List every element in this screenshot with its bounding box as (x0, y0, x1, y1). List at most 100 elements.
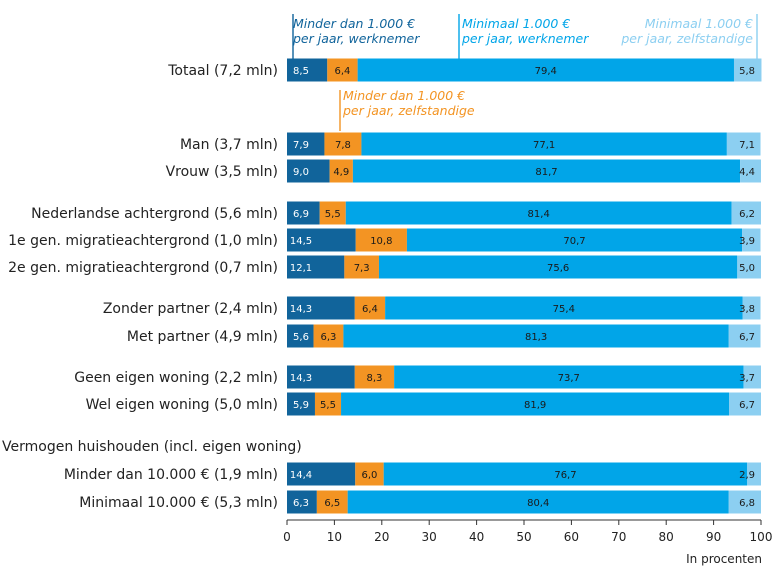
category-label: Vrouw (3,5 mln) (166, 164, 278, 180)
bar-row-man-3-7-mln: Man (3,7 mln) 7,9 7,8 77,1 7,1 (180, 132, 761, 156)
bar-row-2e-gen-migratieachtergrond-0-7-mln: 2e gen. migratieachtergrond (0,7 mln) 12,… (8, 255, 761, 279)
x-tick-label: 60 (564, 530, 579, 544)
bar-segment-3-nederlandse-achtergrond-5-6-mln (345, 201, 732, 225)
legend-label: per jaar, zelfstandige (620, 31, 753, 46)
data-label: 6,5 (324, 498, 340, 509)
legend-entry-1: Minder dan 1.000 €per jaar, werknemer (292, 14, 420, 59)
x-tick-label: 80 (659, 530, 674, 544)
legend-label: Minder dan 1.000 € (343, 88, 465, 103)
bar-segment-1-man-3-7-mln (287, 132, 325, 156)
data-label: 77,1 (533, 140, 555, 151)
x-tick-label: 30 (422, 530, 437, 544)
data-label: 8,3 (366, 373, 382, 384)
data-label: 6,4 (335, 66, 351, 77)
bar-segment-1-wel-eigen-woning-5-0-mln (287, 392, 315, 416)
data-label: 6,4 (362, 304, 378, 315)
bar-row-nederlandse-achtergrond-5-6-mln: Nederlandse achtergrond (5,6 mln) 6,9 5,5 8… (31, 201, 761, 225)
x-tick-label: 0 (283, 530, 291, 544)
category-label: Totaal (7,2 mln) (167, 63, 278, 79)
bar-row-wel-eigen-woning-5-0-mln: Wel eigen woning (5,0 mln) 5,9 5,5 81,9 6,7 (86, 392, 761, 416)
data-label: 6,8 (739, 498, 755, 509)
bar-segment-3-minimaal-10-000-5-3-mln (347, 490, 729, 514)
data-label: 6,9 (293, 209, 309, 220)
bar-segment-2-vrouw-3-5-mln (329, 159, 353, 183)
category-label: Wel eigen woning (5,0 mln) (86, 397, 278, 413)
bar-segment-3-vrouw-3-5-mln (352, 159, 741, 183)
x-tick-label: 70 (611, 530, 626, 544)
bar-segment-4-man-3-7-mln (726, 132, 761, 156)
x-axis: 0 10 20 30 40 50 60 70 80 90 100 (283, 519, 773, 544)
data-label: 81,7 (535, 167, 557, 178)
bar-segment-4-vrouw-3-5-mln (740, 159, 761, 183)
legend-label: Minder dan 1.000 € (293, 16, 415, 31)
data-label: 4,9 (333, 167, 349, 178)
bar-segment-1-1e-gen-migratieachtergrond-1-0-mln (287, 228, 356, 252)
data-label: 6,7 (739, 332, 755, 343)
category-label: Geen eigen woning (2,2 mln) (74, 370, 278, 386)
bar-segment-4-met-partner-4-9-mln (728, 324, 761, 348)
chart-rows: Totaal (7,2 mln) 8,5 6,4 79,4 5,8 Man (3,7 ml… (8, 58, 762, 514)
bar-row-zonder-partner-2-4-mln: Zonder partner (2,4 mln) 14,3 6,4 75,4 3,8 (103, 296, 761, 320)
data-label: 14,5 (290, 236, 312, 247)
bar-segment-1-zonder-partner-2-4-mln (287, 296, 355, 320)
bar-segment-2-wel-eigen-woning-5-0-mln (314, 392, 342, 416)
bar-segment-1-geen-eigen-woning-2-2-mln (287, 365, 355, 389)
data-label: 8,5 (293, 66, 309, 77)
data-label: 3,9 (739, 236, 755, 247)
data-label: 7,3 (354, 263, 370, 274)
data-label: 6,2 (739, 209, 755, 220)
legend-label: per jaar, werknemer (292, 31, 420, 46)
data-label: 5,5 (320, 400, 336, 411)
data-label: 5,9 (293, 400, 309, 411)
x-tick-label: 40 (469, 530, 484, 544)
data-label: 80,4 (527, 498, 549, 509)
bar-segment-2-minimaal-10-000-5-3-mln (316, 490, 348, 514)
bar-segment-4-totaal-7-2-mln (733, 58, 762, 82)
legend-entry-2: Minder dan 1.000 €per jaar, zelfstandige (339, 88, 475, 131)
data-label: 3,8 (739, 304, 755, 315)
bar-segment-3-minder-dan-10-000-1-9-mln (383, 462, 748, 486)
bar-segment-4-2e-gen-migratieachtergrond-0-7-mln (737, 255, 761, 279)
data-label: 6,3 (293, 498, 309, 509)
bar-segment-4-nederlandse-achtergrond-5-6-mln (731, 201, 761, 225)
legend-label: Minimaal 1.000 € (645, 16, 753, 31)
data-label: 5,6 (293, 332, 309, 343)
bar-row-1e-gen-migratieachtergrond-1-0-mln: 1e gen. migratieachtergrond (1,0 mln) 14,… (8, 228, 761, 252)
bar-row-totaal-7-2-mln: Totaal (7,2 mln) 8,5 6,4 79,4 5,8 (167, 58, 762, 82)
bar-segment-1-minimaal-10-000-5-3-mln (287, 490, 317, 514)
bar-segment-2-minder-dan-10-000-1-9-mln (355, 462, 384, 486)
x-axis-label: In procenten (686, 552, 762, 566)
legend-entry-4: Minimaal 1.000 €per jaar, zelfstandige (620, 14, 758, 59)
data-label: 81,4 (528, 209, 550, 220)
category-label: 2e gen. migratieachtergrond (0,7 mln) (8, 260, 278, 276)
bar-segment-2-2e-gen-migratieachtergrond-0-7-mln (344, 255, 379, 279)
bar-segment-2-man-3-7-mln (324, 132, 362, 156)
bar-segment-3-geen-eigen-woning-2-2-mln (394, 365, 744, 389)
data-label: 7,8 (335, 140, 351, 151)
bar-segment-4-geen-eigen-woning-2-2-mln (743, 365, 761, 389)
bar-row-met-partner-4-9-mln: Met partner (4,9 mln) 5,6 6,3 81,3 6,7 (127, 324, 761, 348)
data-label: 12,1 (290, 263, 312, 274)
data-label: 81,9 (524, 400, 546, 411)
data-label: 4,4 (739, 167, 755, 178)
data-label: 79,4 (535, 66, 557, 77)
bar-segment-2-met-partner-4-9-mln (313, 324, 344, 348)
category-label: Minimaal 10.000 € (5,3 mln) (79, 495, 278, 511)
category-label: Minder dan 10.000 € (1,9 mln) (64, 467, 278, 483)
legend-entry-3: Minimaal 1.000 €per jaar, werknemer (458, 14, 589, 59)
bar-segment-3-1e-gen-migratieachtergrond-1-0-mln (406, 228, 743, 252)
legend: Minder dan 1.000 €per jaar, werknemerMin… (292, 14, 758, 131)
data-label: 9,0 (293, 167, 309, 178)
data-label: 2,9 (739, 470, 755, 481)
category-label: Nederlandse achtergrond (5,6 mln) (31, 206, 278, 222)
x-tick-label: 100 (750, 530, 773, 544)
bar-segment-3-zonder-partner-2-4-mln (385, 296, 743, 320)
data-label: 81,3 (525, 332, 547, 343)
bar-segment-3-man-3-7-mln (361, 132, 727, 156)
category-label: Met partner (4,9 mln) (127, 329, 278, 345)
legend-label: per jaar, zelfstandige (342, 103, 475, 118)
bar-segment-4-1e-gen-migratieachtergrond-1-0-mln (742, 228, 761, 252)
bar-segment-3-2e-gen-migratieachtergrond-0-7-mln (378, 255, 738, 279)
legend-label: per jaar, werknemer (461, 31, 589, 46)
